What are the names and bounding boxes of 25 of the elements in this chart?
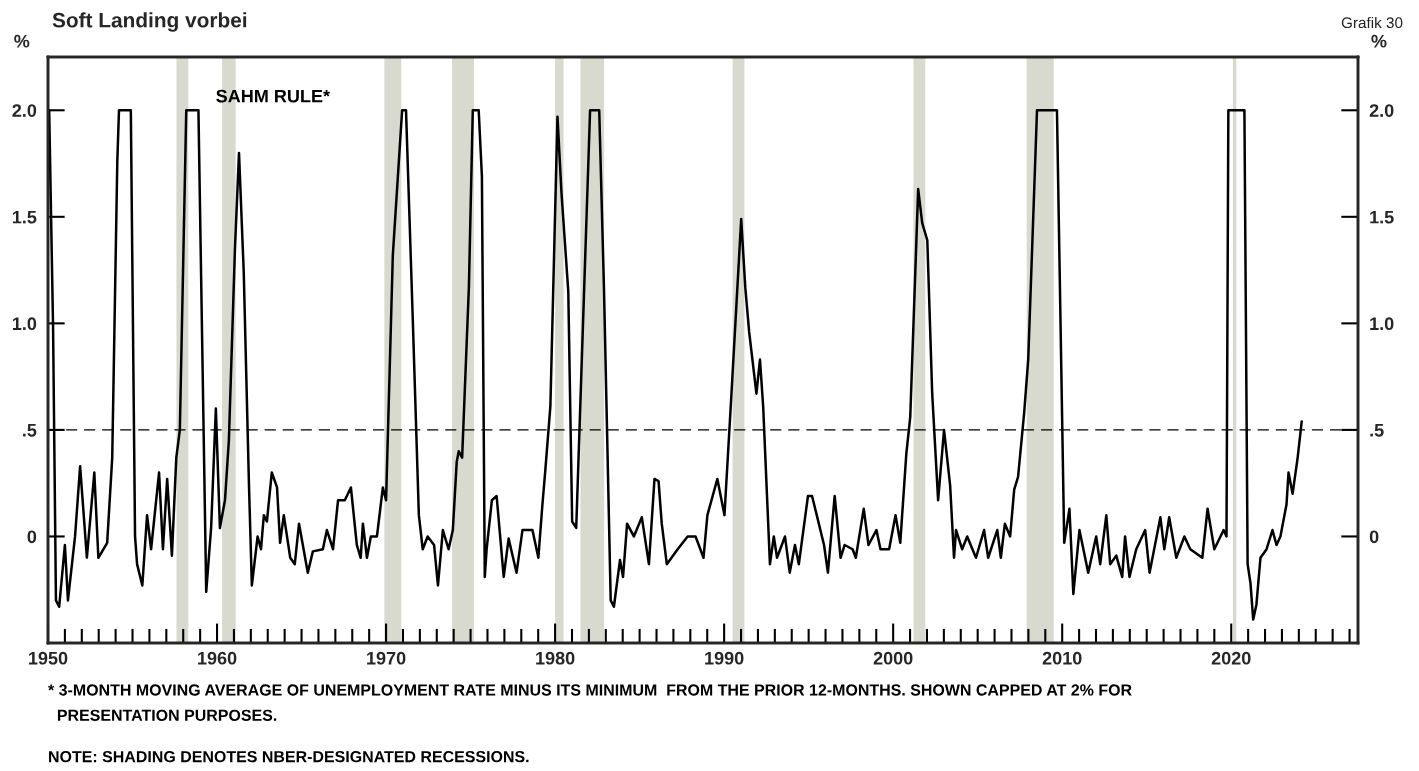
x-tick-label: 2010 <box>1042 651 1082 665</box>
text: * 3-MONTH MOVING AVERAGE OF UNEMPLOYMENT RATE MINUS ITS MINIMUM FROM THE PRIOR 12-MONTHS. SHOWN CAPPED AT 2% FOR PRESENTATION PURPOSES. <box>48 684 1132 721</box>
y2-tick-label: 1.5 <box>1370 210 1394 224</box>
y2-tick-label: 2.0 <box>1369 104 1394 117</box>
y2-axis-title: % <box>1371 34 1387 48</box>
x-tick-label: 2000 <box>873 651 913 665</box>
annotation: SAHM RULE* <box>216 89 331 103</box>
y-tick-label: 1.0 <box>12 317 37 331</box>
text: Grafik 30 <box>1341 16 1403 29</box>
x-tick-label: 1980 <box>536 651 575 665</box>
chart-title: Soft Landing vorbei <box>52 12 247 32</box>
y-tick-label: 0 <box>27 530 37 544</box>
y-axis-title: % <box>14 34 30 48</box>
y2-tick-label: 1.0 <box>1370 317 1394 331</box>
x-tick-label: 1970 <box>367 651 406 665</box>
y2-tick-label: 0 <box>1369 530 1379 544</box>
y2-tick-label: .5 <box>1370 424 1384 437</box>
x-tick-label: 1960 <box>198 651 237 665</box>
y-tick-label: .5 <box>23 424 37 437</box>
x-tick-label: 1950 <box>29 651 68 665</box>
x-tick-label: 2020 <box>1211 651 1251 665</box>
y-tick-label: 2.0 <box>12 104 37 117</box>
y-tick-label: 1.5 <box>12 210 37 224</box>
x-tick-label: 1990 <box>705 651 744 665</box>
text: NOTE: SHADING DENOTES NBER-DESIGNATED RECESSIONS. <box>49 750 529 763</box>
